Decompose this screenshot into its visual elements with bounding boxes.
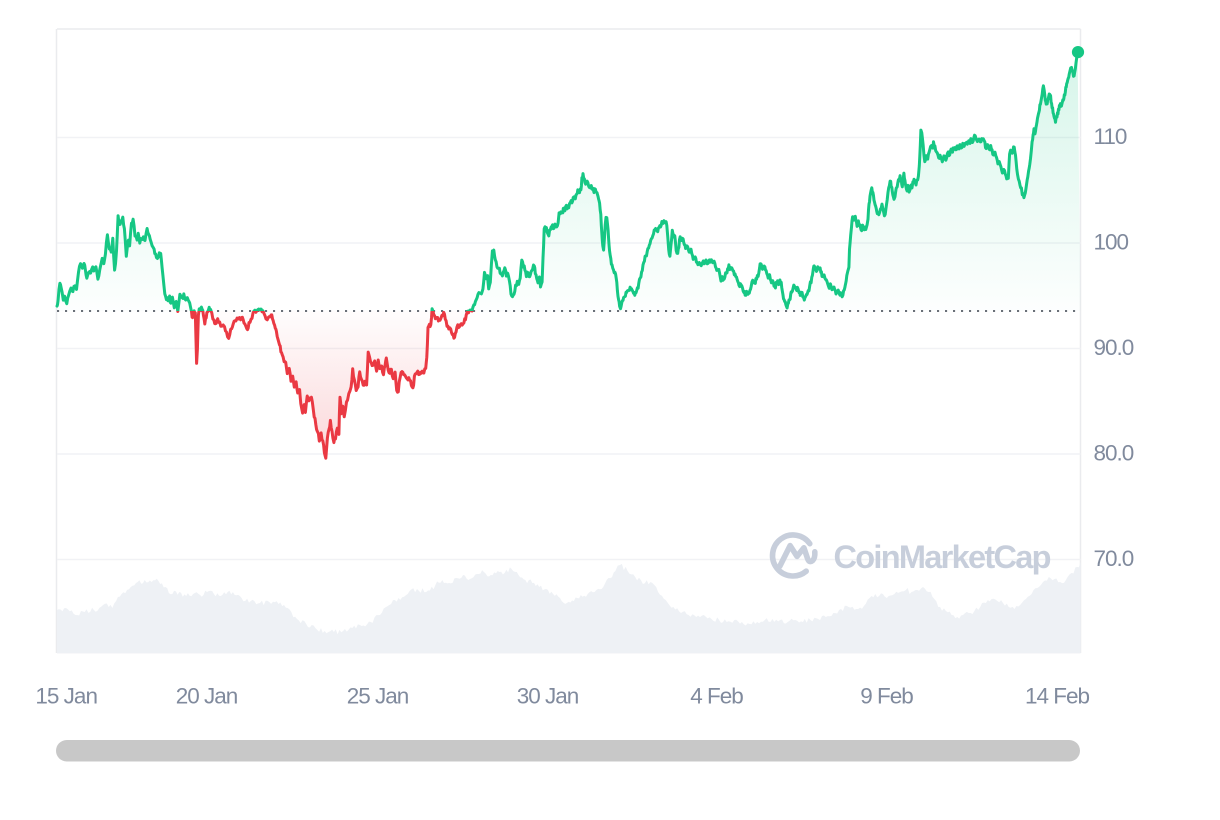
svg-text:20 Jan: 20 Jan (176, 684, 238, 709)
svg-text:15 Jan: 15 Jan (35, 684, 97, 709)
svg-text:14 Feb: 14 Feb (1025, 684, 1090, 709)
svg-text:90.0: 90.0 (1094, 335, 1134, 360)
svg-text:80.0: 80.0 (1094, 441, 1134, 466)
svg-text:25 Jan: 25 Jan (347, 684, 409, 709)
svg-text:9 Feb: 9 Feb (860, 684, 913, 709)
svg-text:30 Jan: 30 Jan (517, 684, 579, 709)
svg-text:70.0: 70.0 (1094, 546, 1134, 571)
svg-text:4 Feb: 4 Feb (690, 684, 743, 709)
svg-text:110: 110 (1094, 124, 1127, 149)
svg-text:CoinMarketCap: CoinMarketCap (834, 539, 1051, 575)
svg-text:100: 100 (1094, 230, 1129, 255)
